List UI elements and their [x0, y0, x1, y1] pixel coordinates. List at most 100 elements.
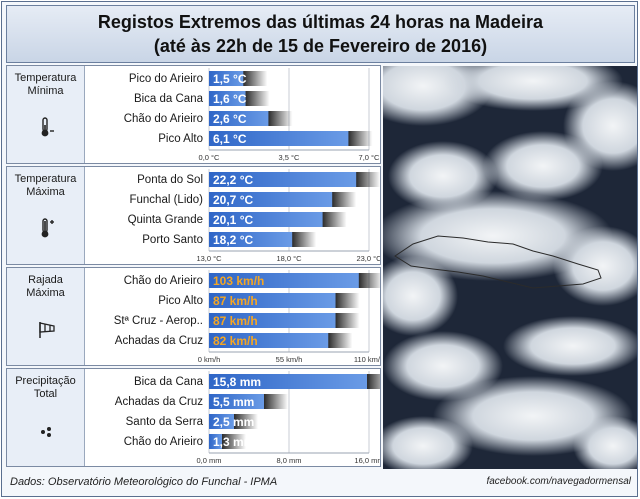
- footer: Dados: Observatório Meteorológico do Fun…: [6, 470, 635, 496]
- cloud-cover: [383, 66, 637, 469]
- tick-label: 8,0 mm: [276, 456, 301, 465]
- category-label: Funchal (Lido): [129, 194, 203, 206]
- bar-shadow: [320, 212, 347, 227]
- tick-label: 16,0 mm: [354, 456, 380, 465]
- bar: [209, 273, 359, 288]
- tick-label: 0 km/h: [198, 355, 221, 364]
- category-label: Chão do Arieiro: [124, 113, 203, 125]
- main-title: Registos Extremos das últimas 24 horas n…: [97, 12, 544, 32]
- category-label: Chão do Arieiro: [124, 275, 203, 287]
- category-label: Pico do Arieiro: [129, 73, 203, 85]
- title-box: Registos Extremos das últimas 24 horas n…: [6, 5, 635, 63]
- bar: [209, 374, 367, 389]
- data-label: 87 km/h: [213, 294, 258, 308]
- bar-shadow: [333, 293, 360, 308]
- data-label: 1,5 °C: [213, 72, 247, 86]
- panel-temp-max: Temperatura Máxima Ponta do Sol 22,2 °C Fu…: [6, 166, 381, 265]
- data-label: 20,1 °C: [213, 213, 253, 227]
- tick-label: 13,0 °C: [196, 254, 222, 263]
- thermometer-high-icon: [41, 218, 54, 238]
- chart-precipitation: Bica da Cana 15,8 mm Achadas da Cruz 5,5 mm…: [115, 371, 380, 465]
- chart-temp-min: Pico do Arieiro 1,5 °C Bica da Cana 1,6 °C C…: [124, 68, 380, 162]
- data-source: Dados: Observatório Meteorológico do Fun…: [10, 476, 278, 488]
- panel-temp-min-label: Temperatura Mínima: [7, 66, 85, 163]
- madeira-coastline: [394, 235, 602, 289]
- bar: [209, 111, 269, 126]
- category-label: Bica da Cana: [134, 93, 204, 105]
- panel-precipitation-label: Precipitação Total: [7, 369, 85, 466]
- bar: [209, 172, 357, 187]
- category-label-line2: Máxima: [26, 186, 65, 198]
- bar: [209, 414, 234, 429]
- panel-wind-gust-label: Rajada Máxima: [7, 268, 85, 365]
- thermometer-low-icon: [41, 117, 54, 137]
- data-label: 82 km/h: [213, 334, 258, 348]
- bar-shadow: [262, 394, 288, 409]
- category-label: Santo da Serra: [126, 416, 204, 428]
- tick-label: 23,0 °C: [356, 254, 380, 263]
- bar-shadow: [333, 313, 360, 328]
- tick-label: 3,5 °C: [279, 153, 301, 162]
- bar: [209, 293, 336, 308]
- bar: [209, 192, 333, 207]
- data-label: 20,7 °C: [213, 193, 253, 207]
- main-subtitle: (até às 22h de 15 de Fevereiro de 2016): [153, 36, 488, 56]
- bar: [209, 434, 222, 449]
- tick-label: 0,0 °C: [199, 153, 221, 162]
- data-label: 15,8 mm: [213, 375, 261, 389]
- bar-shadow: [232, 414, 258, 429]
- bar-shadow: [326, 333, 353, 348]
- satellite-map: [383, 66, 637, 469]
- category-label: Stª Cruz - Aerop..: [114, 315, 203, 327]
- bar: [209, 91, 246, 106]
- chart-wind-gust: Chão do Arieiro 103 km/h Pico Alto 87 km/h S…: [114, 270, 380, 364]
- data-label: 18,2 °C: [213, 233, 253, 247]
- data-label: 1,3 mm: [213, 435, 254, 449]
- category-label: Ponta do Sol: [137, 174, 203, 186]
- data-label: 22,2 °C: [213, 173, 253, 187]
- category-label: Quinta Grande: [128, 214, 203, 226]
- facebook-link[interactable]: facebook.com/navegadormensal: [486, 476, 631, 487]
- tick-label: 7,0 °C: [359, 153, 380, 162]
- bar-shadow: [354, 172, 380, 187]
- data-label: 2,6 °C: [213, 112, 247, 126]
- tick-label: 55 km/h: [276, 355, 303, 364]
- tick-label: 0,0 mm: [196, 456, 221, 465]
- category-label: Chão do Arieiro: [124, 436, 203, 448]
- category-label: Achadas da Cruz: [115, 396, 203, 408]
- category-label: Temperatura Máxima: [7, 173, 84, 199]
- bar: [209, 131, 349, 146]
- bar: [209, 313, 336, 328]
- category-label: Pico Alto: [158, 133, 203, 145]
- bar: [209, 71, 244, 86]
- data-label: 87 km/h: [213, 314, 258, 328]
- bar-shadow: [346, 131, 373, 146]
- category-label-line1: Temperatura: [14, 72, 77, 84]
- data-label: 6,1 °C: [213, 132, 247, 146]
- bar: [209, 212, 323, 227]
- data-label: 5,5 mm: [213, 395, 254, 409]
- chart-temp-max: Ponta do Sol 22,2 °C Funchal (Lido) 20,7 °C…: [128, 169, 380, 263]
- category-label: Achadas da Cruz: [115, 335, 203, 347]
- category-label: Precipitação Total: [7, 375, 84, 401]
- bar-shadow: [243, 91, 270, 106]
- bar: [209, 333, 329, 348]
- bar-shadow: [330, 192, 357, 207]
- bar: [209, 394, 264, 409]
- bar-shadow: [290, 232, 317, 247]
- tick-label: 18,0 °C: [276, 254, 302, 263]
- category-label-line1: Temperatura: [14, 173, 77, 185]
- category-label: Temperatura Mínima: [7, 72, 84, 98]
- category-label-line2: Máxima: [26, 287, 65, 299]
- category-label-line2: Mínima: [27, 85, 64, 97]
- bar-shadow: [356, 273, 380, 288]
- data-label: 103 km/h: [213, 274, 264, 288]
- category-label: Porto Santo: [142, 234, 203, 246]
- panel-precipitation: Precipitação Total Bica da Cana 15,8 mm Ac…: [6, 368, 381, 467]
- category-label-line2: Total: [33, 388, 58, 400]
- category-label-line1: Rajada: [28, 274, 63, 286]
- bar: [209, 232, 293, 247]
- data-label: 1,6 °C: [213, 92, 247, 106]
- category-label: Rajada Máxima: [7, 274, 84, 300]
